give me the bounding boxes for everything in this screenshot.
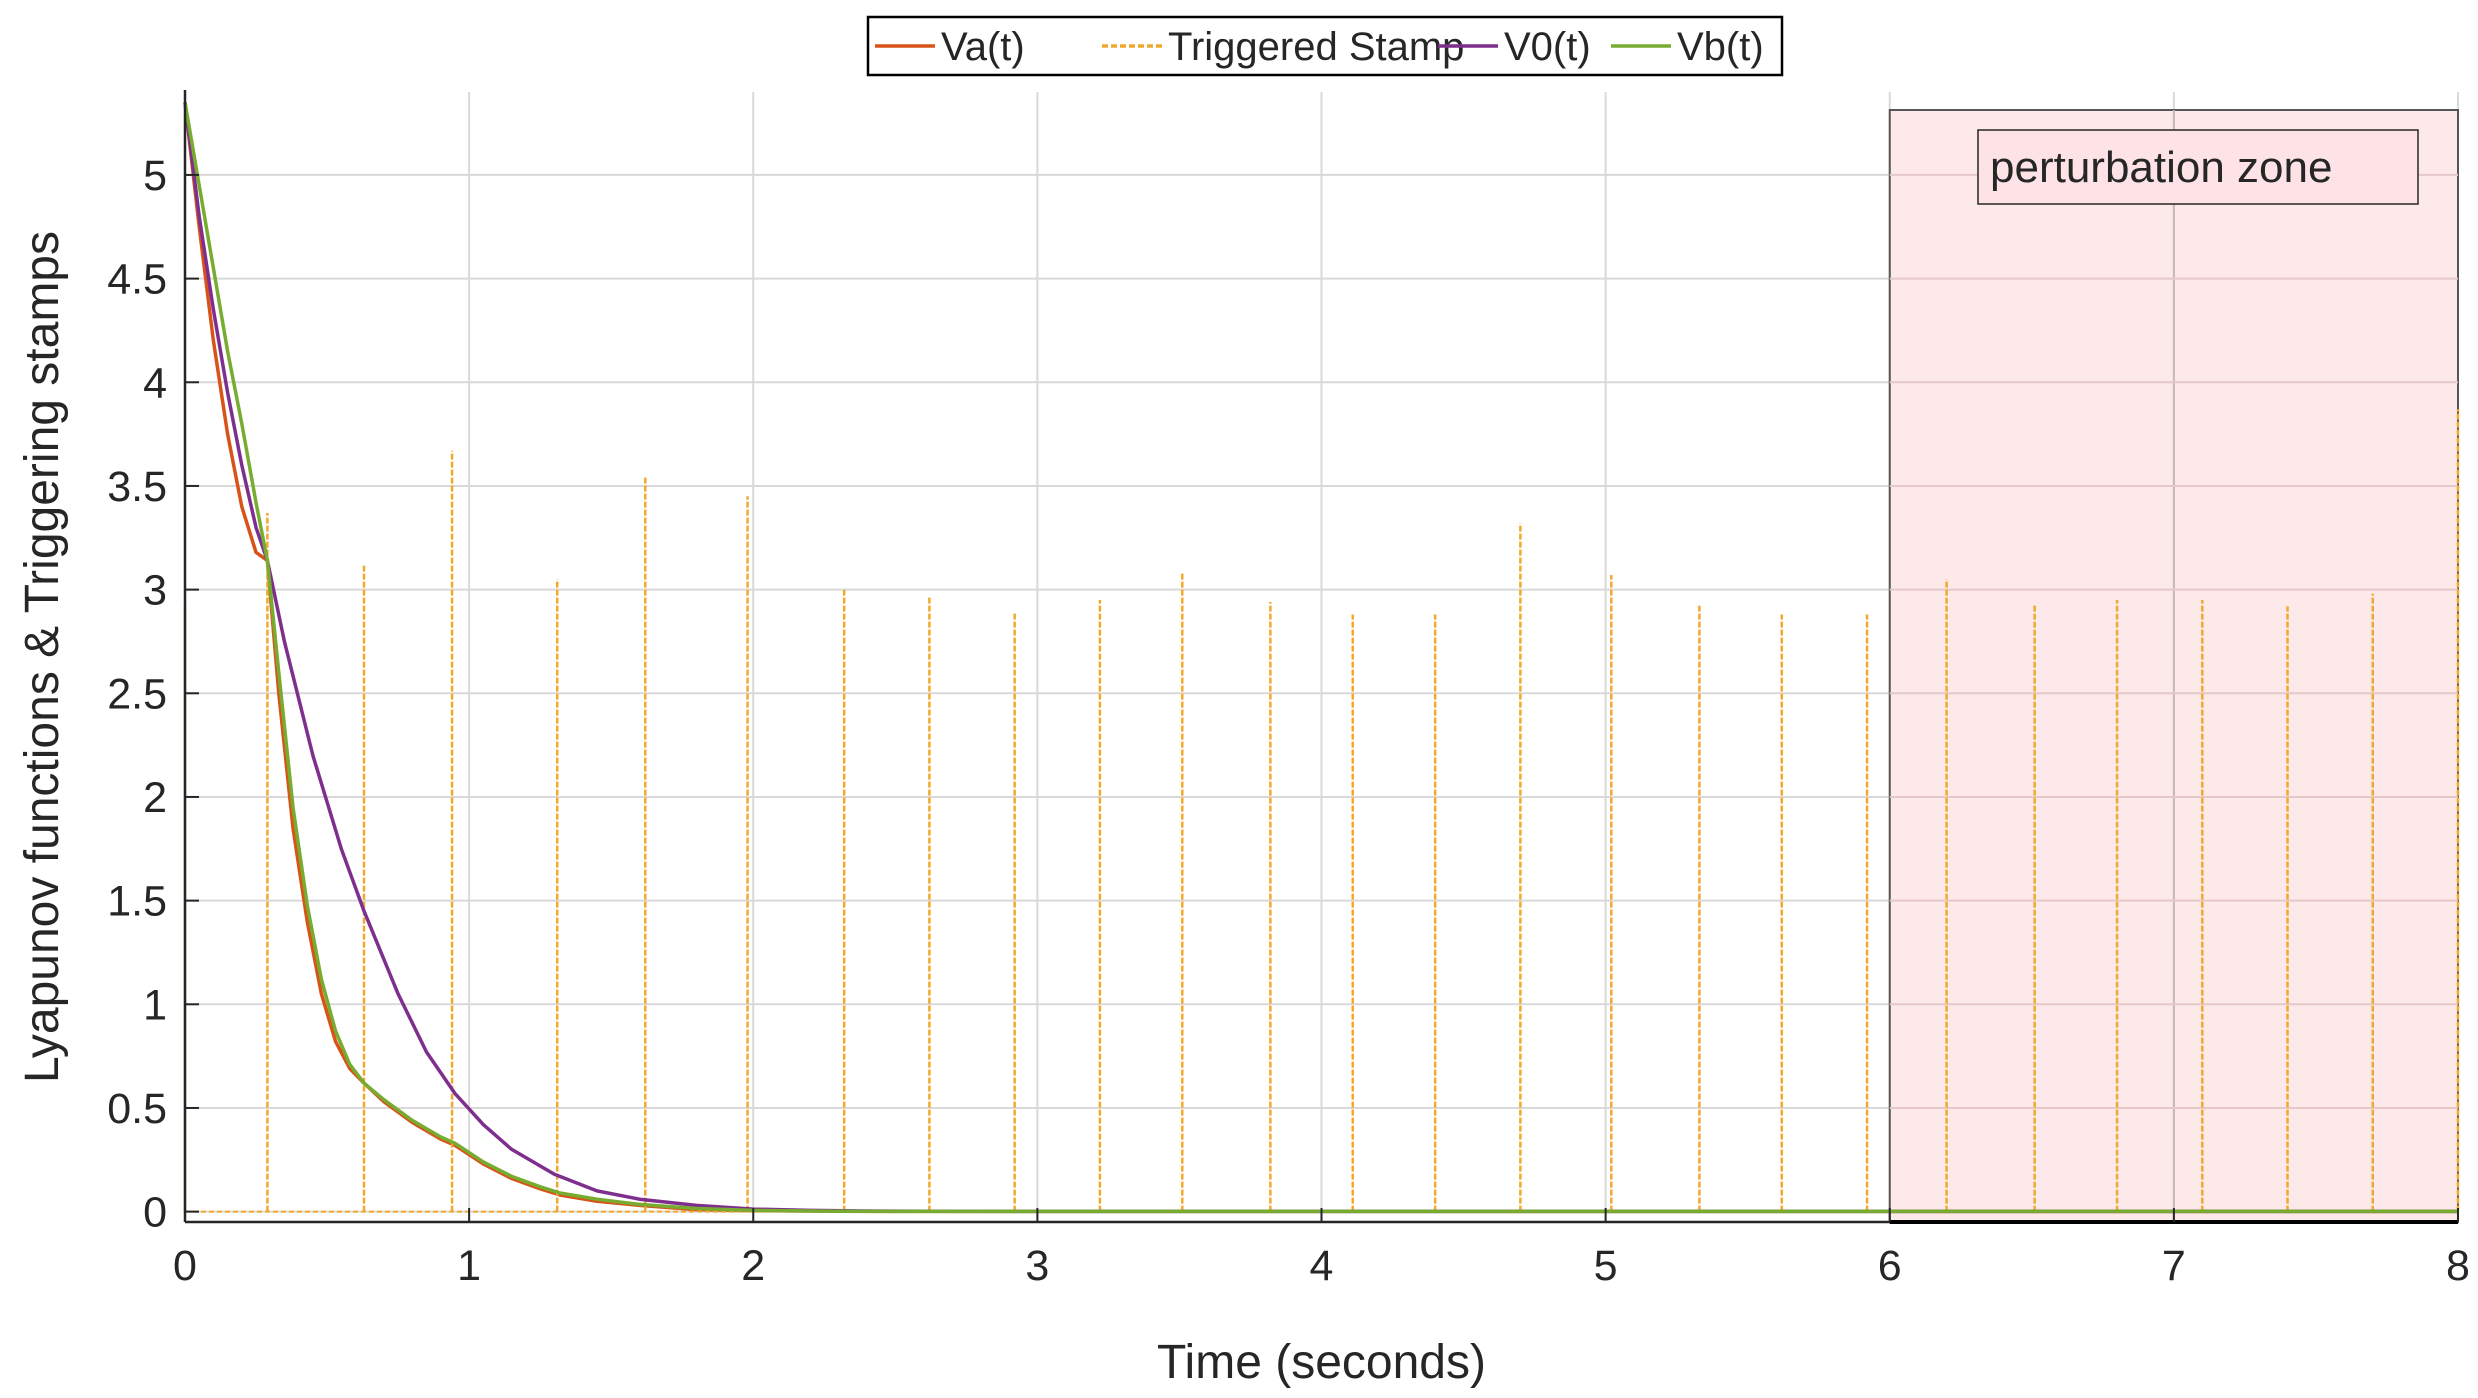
y-tick-label: 2.5 xyxy=(107,670,167,718)
annotation: perturbation zone xyxy=(1977,129,2419,205)
legend-label: Va(t) xyxy=(941,25,1025,69)
y-tick-label: 1 xyxy=(143,981,167,1029)
axes xyxy=(183,90,2459,1224)
perturbation-zone xyxy=(1888,109,2459,1223)
x-tick-label: 2 xyxy=(741,1242,765,1290)
x-tick-label: 8 xyxy=(2446,1242,2470,1290)
legend-label: Vb(t) xyxy=(1677,25,1764,69)
legend[interactable]: Va(t) Triggered Stamp V0(t) Vb(t) xyxy=(866,15,1784,77)
x-tick-label: 4 xyxy=(1310,1242,1334,1290)
x-tick-label: 6 xyxy=(1878,1242,1902,1290)
annotation-box xyxy=(1977,129,2419,205)
y-axis-label: Lyapunov functions & Triggering stamps xyxy=(16,231,69,1083)
series-line-vb-t xyxy=(183,102,2458,1214)
y-tick-label: 5 xyxy=(143,152,167,200)
x-axis-label: Time (seconds) xyxy=(1157,1336,1486,1389)
x-tick-label: 1 xyxy=(457,1242,481,1290)
x-tick-label: 3 xyxy=(1025,1242,1049,1290)
y-tick-label: 3.5 xyxy=(107,463,167,511)
legend-label: V0(t) xyxy=(1504,25,1591,69)
y-tick-label: 0 xyxy=(143,1189,167,1237)
x-tick-label: 0 xyxy=(173,1242,197,1290)
y-tick-label: 0.5 xyxy=(107,1085,167,1133)
y-tick-label: 4 xyxy=(143,359,167,407)
x-tick-label: 7 xyxy=(2162,1242,2186,1290)
y-tick-label: 3 xyxy=(143,567,167,615)
tick-labels: 0 1 2 3 4 5 6 7 8 0 0.5 1 1.5 2 2.5 3 3.5 4 4.5 5 xyxy=(107,152,2470,1290)
x-tick-label: 5 xyxy=(1594,1242,1618,1290)
annotation-text: perturbation zone xyxy=(1990,143,2332,192)
y-tick-label: 2 xyxy=(143,774,167,822)
y-tick-label: 1.5 xyxy=(107,878,167,926)
y-tick-label: 4.5 xyxy=(107,256,167,304)
legend-label: Triggered Stamp xyxy=(1168,25,1464,69)
